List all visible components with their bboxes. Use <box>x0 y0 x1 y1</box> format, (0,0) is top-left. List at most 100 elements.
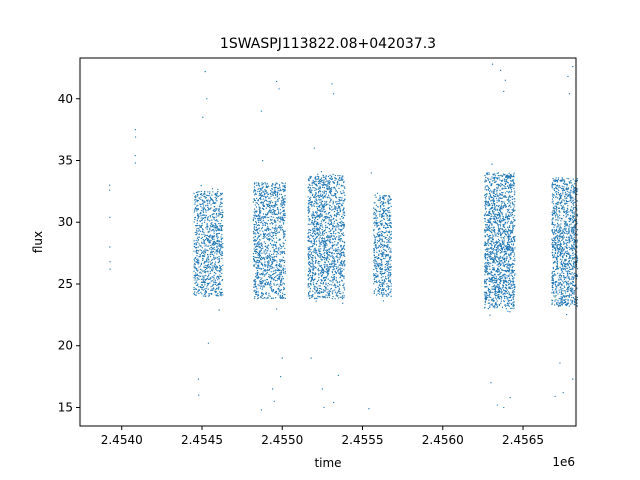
data-point <box>330 247 332 249</box>
data-point <box>317 269 319 271</box>
data-point <box>381 263 383 266</box>
data-point <box>333 277 335 280</box>
data-point <box>218 215 220 217</box>
data-point <box>273 187 275 189</box>
data-point <box>284 272 286 274</box>
data-point <box>316 292 319 294</box>
data-point <box>268 255 270 258</box>
data-point <box>277 268 279 270</box>
data-point <box>508 201 510 203</box>
data-point <box>388 276 390 279</box>
data-point <box>218 309 220 311</box>
data-point <box>310 256 313 259</box>
data-point <box>513 174 515 176</box>
data-point <box>273 250 275 252</box>
data-point <box>512 204 514 206</box>
data-point <box>256 184 258 187</box>
data-point <box>315 237 317 239</box>
data-point <box>205 295 207 297</box>
data-point <box>382 240 384 243</box>
data-point <box>308 247 311 249</box>
data-point <box>197 250 200 252</box>
data-point <box>200 219 203 222</box>
data-point <box>205 291 208 293</box>
data-point <box>342 190 344 192</box>
data-point <box>274 186 276 189</box>
data-point <box>512 279 514 281</box>
data-point <box>506 218 509 220</box>
data-point <box>275 204 277 206</box>
data-point <box>317 223 320 225</box>
data-point <box>280 190 282 192</box>
data-point <box>375 281 377 283</box>
data-point <box>381 230 383 233</box>
data-point <box>312 238 315 240</box>
data-point <box>310 234 313 237</box>
data-point <box>315 300 317 302</box>
data-point <box>313 202 315 205</box>
data-point <box>497 185 499 187</box>
data-point <box>256 229 258 231</box>
data-point <box>344 198 346 200</box>
data-point <box>490 213 492 215</box>
data-point <box>274 272 276 275</box>
data-point <box>307 215 310 218</box>
data-point <box>283 236 285 238</box>
data-point <box>212 283 214 285</box>
data-point <box>220 238 223 240</box>
data-point <box>499 189 501 191</box>
data-point <box>271 261 273 263</box>
data-point <box>219 275 221 278</box>
data-point <box>215 287 218 290</box>
data-point <box>208 193 211 195</box>
data-point <box>343 254 345 256</box>
data-point <box>208 273 210 275</box>
data-point <box>327 234 329 236</box>
data-point <box>323 289 325 291</box>
data-point <box>484 303 486 305</box>
data-point <box>206 259 208 262</box>
data-point <box>215 199 217 201</box>
data-point <box>315 192 317 194</box>
data-point <box>343 276 345 278</box>
data-point <box>491 226 493 229</box>
data-point <box>373 207 375 209</box>
data-point <box>379 293 381 295</box>
data-point <box>504 289 506 292</box>
data-point <box>315 261 317 263</box>
data-point <box>195 229 198 231</box>
data-point <box>263 237 265 239</box>
data-point <box>374 246 377 248</box>
data-point <box>339 240 341 242</box>
data-point <box>310 280 313 282</box>
data-point <box>260 249 262 251</box>
data-point <box>207 278 210 281</box>
data-point <box>336 295 338 298</box>
data-point <box>214 261 217 263</box>
data-point <box>256 259 258 261</box>
data-point <box>508 191 510 193</box>
data-point <box>260 272 263 275</box>
data-point <box>373 273 375 275</box>
data-point <box>497 183 500 186</box>
data-point <box>263 263 266 265</box>
data-point <box>207 216 209 218</box>
data-point <box>327 185 329 187</box>
data-point <box>491 279 493 281</box>
data-point <box>508 238 510 241</box>
data-point <box>390 231 392 233</box>
data-point <box>343 186 346 188</box>
data-point <box>498 197 500 199</box>
data-point <box>316 215 318 217</box>
data-point <box>212 276 214 278</box>
data-point <box>332 208 334 210</box>
data-point <box>495 235 497 237</box>
data-point <box>220 265 222 268</box>
data-point <box>509 282 512 284</box>
data-point <box>501 287 504 289</box>
data-point <box>381 214 383 216</box>
data-point <box>507 283 510 286</box>
data-point <box>209 277 212 279</box>
data-point <box>282 189 284 191</box>
data-point <box>253 281 255 283</box>
